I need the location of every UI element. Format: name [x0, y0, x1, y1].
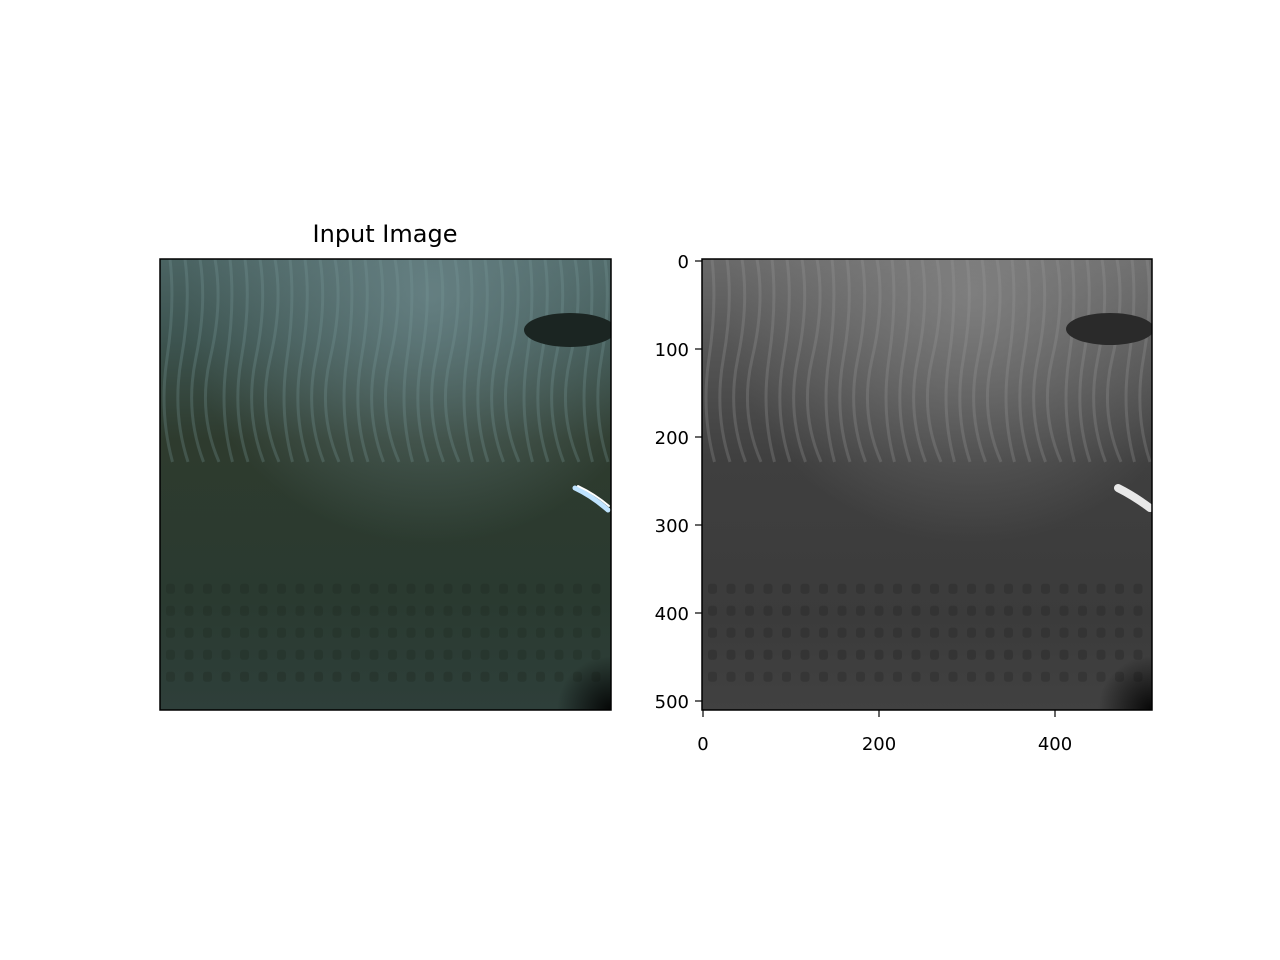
x-axis: 0 200 400	[697, 710, 1072, 755]
input-image-title: Input Image	[313, 220, 458, 248]
y-tick-label-300: 300	[655, 516, 689, 537]
input-image	[160, 259, 611, 710]
y-tick-label-500: 500	[655, 692, 689, 713]
y-tick-label-400: 400	[655, 604, 689, 625]
input-image-frame	[159, 258, 612, 711]
x-tick-label-200: 200	[862, 734, 896, 755]
output-image-frame	[701, 258, 1153, 711]
output-image	[702, 259, 1152, 710]
y-axis: 0 100 200 300 400 500	[655, 252, 702, 713]
y-tick-label-100: 100	[655, 340, 689, 361]
y-tick-label-0: 0	[678, 252, 689, 273]
output-image-panel: 0 100 200 300 400 500 0 200 400	[655, 252, 1153, 755]
x-tick-label-0: 0	[697, 734, 708, 755]
input-image-panel: Input Image	[159, 220, 612, 711]
y-tick-label-200: 200	[655, 428, 689, 449]
x-tick-label-400: 400	[1038, 734, 1072, 755]
